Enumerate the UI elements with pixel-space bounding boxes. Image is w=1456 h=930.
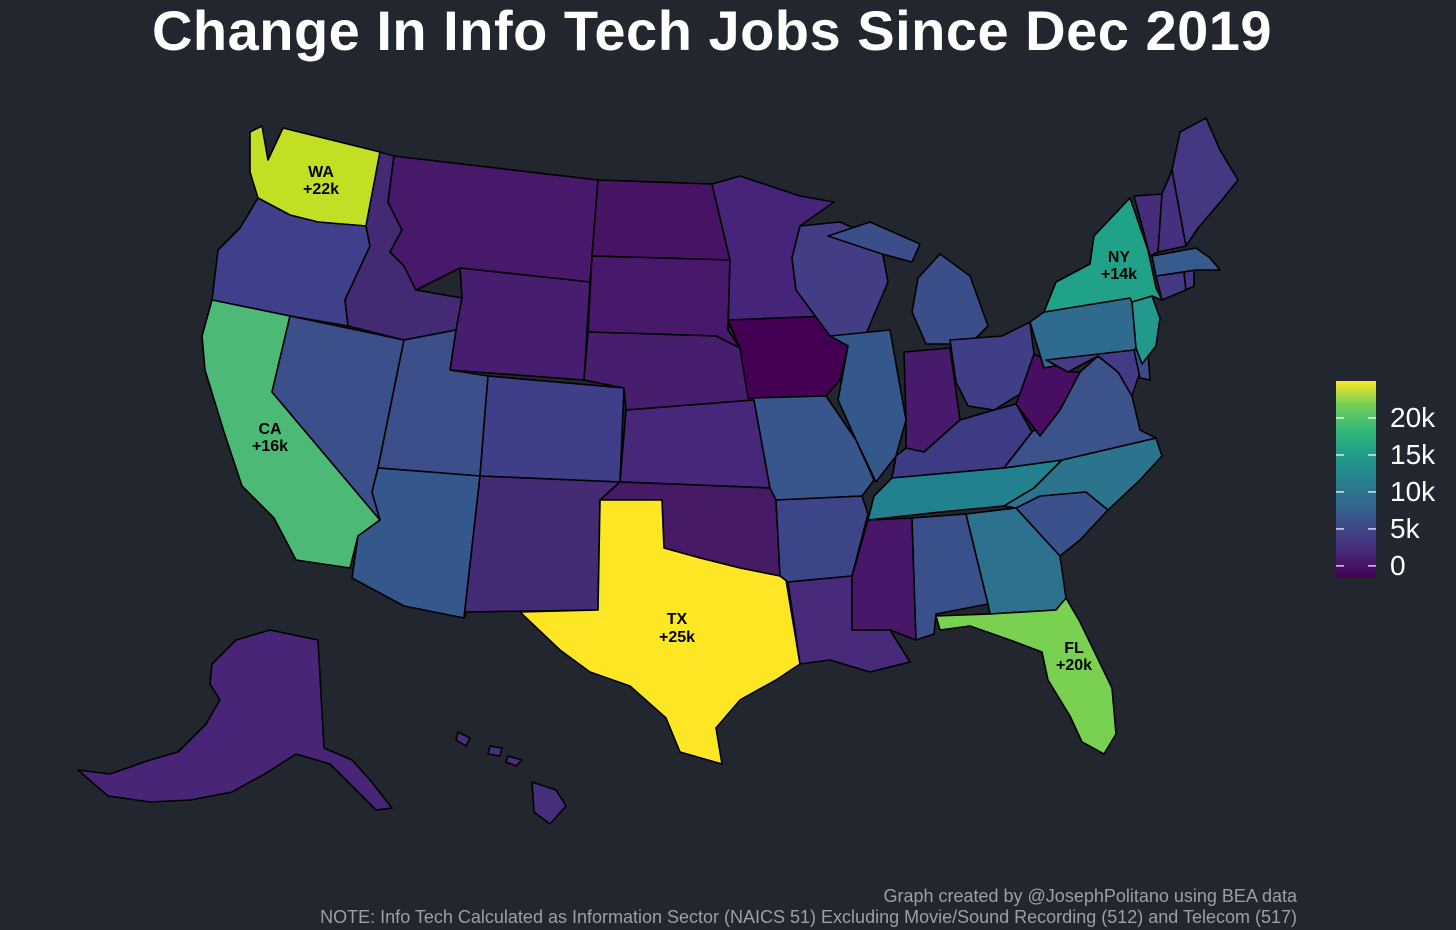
- map-title: Change In Info Tech Jobs Since Dec 2019: [151, 0, 1273, 62]
- state-MA: [1151, 247, 1221, 277]
- state-NM: [463, 475, 621, 619]
- state-label-TX: TX: [667, 611, 688, 628]
- legend-tick-label: 5k: [1390, 512, 1420, 544]
- state-MI: [827, 221, 989, 345]
- state-CO: [479, 375, 625, 483]
- state-WY: [449, 267, 591, 381]
- state-label-FL: FL: [1064, 640, 1084, 657]
- legend-tick-label: 20k: [1390, 401, 1436, 433]
- state-KS: [619, 399, 771, 489]
- state-value-NY: +14k: [1101, 266, 1137, 283]
- state-HI: [455, 731, 567, 825]
- legend-tick-label: 0: [1390, 549, 1406, 581]
- state-label-CA: CA: [258, 421, 282, 438]
- state-AK: [77, 629, 393, 811]
- state-CT: [1155, 271, 1187, 301]
- state-ME: [1171, 117, 1239, 247]
- state-label-NY: NY: [1108, 249, 1131, 266]
- state-label-WA: WA: [308, 164, 334, 181]
- state-WV: [1015, 353, 1081, 437]
- legend-tick-label: 15k: [1390, 438, 1436, 470]
- state-KY: [891, 403, 1033, 479]
- color-legend-bar: [1336, 381, 1376, 577]
- state-value-WA: +22k: [303, 181, 339, 198]
- state-NC: [1003, 437, 1163, 511]
- state-NY: [1043, 197, 1163, 313]
- state-value-TX: +25k: [659, 629, 695, 646]
- state-value-CA: +16k: [252, 438, 288, 455]
- state-TX: [519, 499, 801, 765]
- state-value-FL: +20k: [1056, 657, 1092, 674]
- state-IL: [829, 329, 907, 483]
- legend-tick-label: 10k: [1390, 475, 1436, 507]
- state-RI: [1183, 269, 1195, 291]
- credit-text: Graph created by @JosephPolitano using B…: [883, 886, 1297, 906]
- state-MT: [387, 155, 599, 291]
- state-FL: [935, 597, 1117, 755]
- state-ND: [591, 179, 731, 261]
- note-text: NOTE: Info Tech Calculated as Informatio…: [320, 907, 1297, 927]
